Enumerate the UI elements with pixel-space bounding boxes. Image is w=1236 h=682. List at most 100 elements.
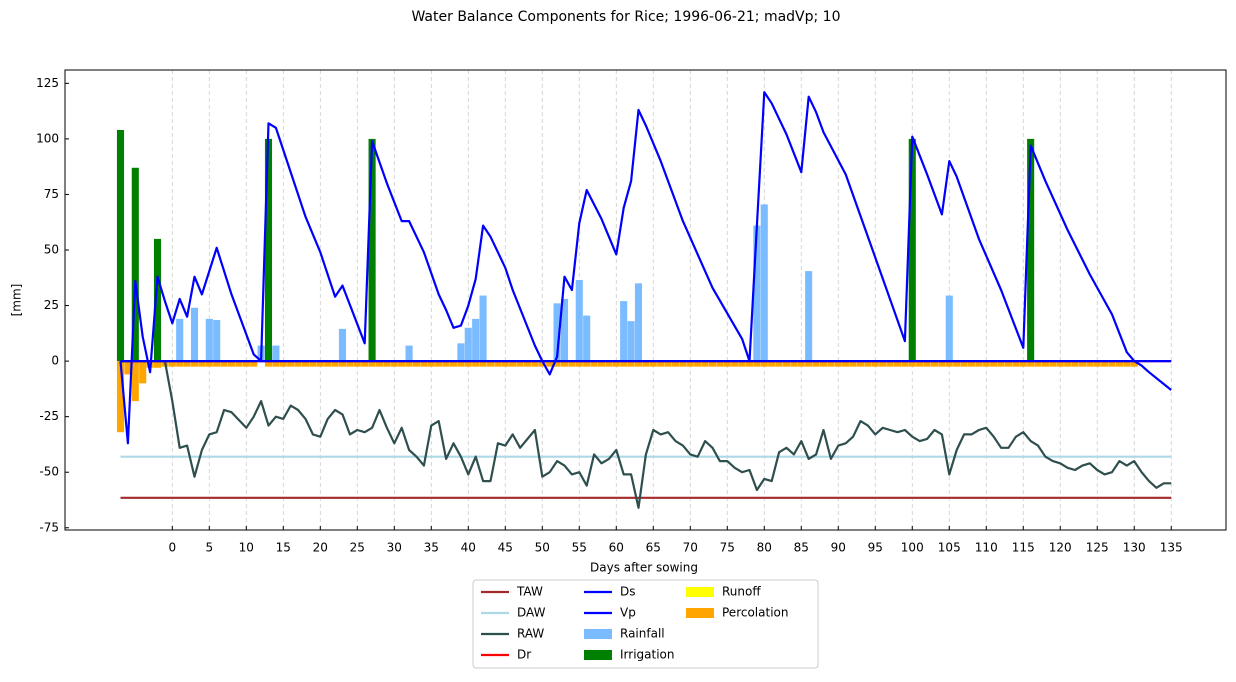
bar <box>997 361 1005 367</box>
bar <box>1027 138 1035 362</box>
x-tick-label: 75 <box>720 541 735 555</box>
bar <box>945 361 953 367</box>
bar <box>316 361 324 367</box>
bar <box>575 361 583 367</box>
bar <box>686 361 694 367</box>
bar <box>923 361 931 367</box>
x-tick-label: 65 <box>646 541 661 555</box>
bar <box>716 361 724 367</box>
bar <box>1034 361 1042 367</box>
bar <box>856 361 865 367</box>
x-tick-label: 85 <box>794 541 809 555</box>
bar <box>1130 361 1138 367</box>
legend-label: Runoff <box>722 585 761 599</box>
x-tick-label: 15 <box>276 541 291 555</box>
legend-swatch <box>584 629 612 639</box>
bar <box>708 361 717 367</box>
y-tick-label: 0 <box>51 354 59 368</box>
x-tick-label: 70 <box>683 541 698 555</box>
x-tick-label: 110 <box>975 541 998 555</box>
bar <box>338 361 347 367</box>
x-tick-label: 60 <box>609 541 624 555</box>
x-tick-label: 80 <box>757 541 772 555</box>
bar <box>124 361 132 375</box>
bar <box>153 361 162 368</box>
bar <box>353 361 361 367</box>
bar <box>479 361 487 367</box>
x-tick-label: 10 <box>239 541 254 555</box>
bar <box>583 361 591 367</box>
bar <box>1064 361 1072 367</box>
legend-label: TAW <box>516 585 543 599</box>
bar <box>250 361 258 367</box>
bar <box>1123 361 1131 367</box>
x-tick-label: 105 <box>938 541 961 555</box>
bar <box>427 361 435 367</box>
bar <box>501 361 509 367</box>
bar <box>590 361 598 367</box>
bar <box>694 361 702 367</box>
bar <box>338 328 347 362</box>
x-tick-label: 55 <box>572 541 587 555</box>
bar <box>479 295 487 362</box>
bar <box>464 361 472 367</box>
bar <box>420 361 428 367</box>
bar <box>272 345 280 362</box>
bar <box>405 361 413 367</box>
bar <box>375 361 384 367</box>
bar <box>516 361 524 367</box>
bar <box>560 361 569 367</box>
bar <box>945 295 953 362</box>
x-tick-label: 45 <box>498 541 513 555</box>
bar <box>546 361 554 367</box>
bar <box>982 361 990 367</box>
bar <box>797 361 805 367</box>
legend-label: DAW <box>517 606 546 620</box>
bar <box>405 345 413 362</box>
bar <box>1049 361 1057 367</box>
y-axis-label: [mm] <box>10 284 24 317</box>
x-tick-label: 95 <box>868 541 883 555</box>
bar <box>368 361 376 367</box>
bar <box>1101 361 1109 367</box>
bar <box>649 361 657 367</box>
bar <box>324 361 332 367</box>
bar <box>990 361 998 367</box>
bar <box>220 361 228 367</box>
bar <box>768 361 776 367</box>
bar <box>805 361 813 367</box>
legend-label: RAW <box>517 627 544 641</box>
bar <box>131 361 139 402</box>
bar <box>309 361 317 367</box>
bar <box>775 361 783 367</box>
legend-swatch <box>686 608 714 618</box>
bar <box>760 361 768 367</box>
bar <box>930 361 939 367</box>
bar <box>116 361 125 433</box>
bar <box>472 361 480 367</box>
bar <box>1027 361 1035 367</box>
bar <box>560 298 569 362</box>
bar <box>383 361 391 367</box>
bar <box>597 361 606 367</box>
bar <box>553 303 561 362</box>
bar <box>242 361 250 367</box>
bar <box>190 361 199 367</box>
x-tick-label: 35 <box>424 541 439 555</box>
bar <box>435 361 443 367</box>
bar <box>294 361 302 367</box>
bar <box>871 361 879 367</box>
bar <box>205 318 213 362</box>
bar <box>605 361 613 367</box>
bar <box>368 138 376 362</box>
bar <box>1093 361 1101 367</box>
y-tick-label: -75 <box>39 520 59 534</box>
bar <box>116 130 125 362</box>
bar <box>886 361 894 367</box>
bar <box>879 361 887 367</box>
bar <box>842 361 850 367</box>
y-tick-label: 75 <box>44 187 59 201</box>
bar <box>442 361 450 367</box>
y-tick-label: 125 <box>36 76 59 90</box>
